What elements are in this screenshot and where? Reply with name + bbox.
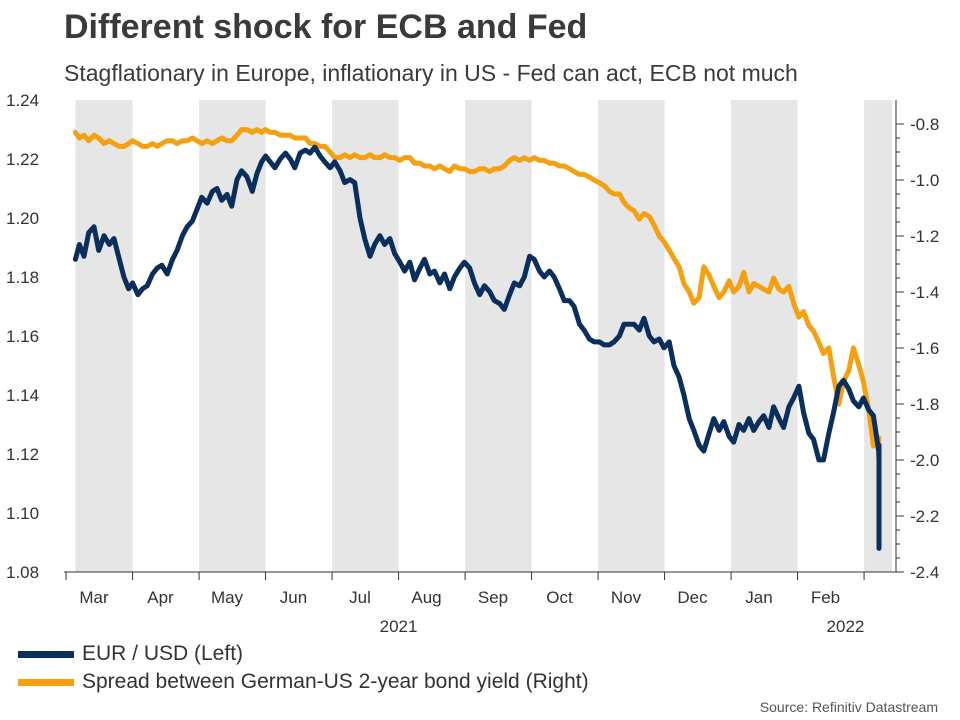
x-tick-label-dec: Dec bbox=[677, 588, 708, 607]
right-tick-label: -2.2 bbox=[910, 507, 939, 526]
left-tick-label: 1.16 bbox=[6, 327, 39, 346]
x-tick-label-jun: Jun bbox=[280, 588, 307, 607]
right-tick-label: -1.0 bbox=[910, 171, 939, 190]
left-tick-label: 1.20 bbox=[6, 209, 39, 228]
shaded-band-5 bbox=[731, 100, 798, 572]
year-label-2022: 2022 bbox=[827, 617, 865, 636]
eur-usd-line bbox=[72, 144, 882, 551]
shaded-band-0 bbox=[75, 100, 133, 572]
legend-label-spread: Spread between German-US 2-year bond yie… bbox=[82, 670, 589, 693]
year-label-2021: 2021 bbox=[380, 617, 418, 636]
chart-subtitle: Stagflationary in Europe, inflationary i… bbox=[64, 60, 798, 86]
x-axis-ticks: Mar Apr May Jun Jul Aug Sep Oct Nov Dec Jan Feb 2021… bbox=[65, 572, 865, 636]
chart-axes bbox=[64, 100, 897, 573]
right-tick-label: -1.8 bbox=[910, 395, 939, 414]
left-tick-label: 1.08 bbox=[6, 563, 39, 582]
right-tick-label: -1.4 bbox=[910, 283, 939, 302]
right-tick-label: -1.2 bbox=[910, 227, 939, 246]
left-tick-label: 1.10 bbox=[6, 504, 39, 523]
x-tick-label-aug: Aug bbox=[411, 588, 441, 607]
x-tick-label-nov: Nov bbox=[611, 588, 642, 607]
right-tick-label: -2.0 bbox=[910, 451, 939, 470]
source-note: Source: Refinitiv Datastream bbox=[759, 699, 938, 715]
legend: EUR / USD (Left) Spread between German-U… bbox=[18, 640, 589, 696]
left-tick-label: 1.14 bbox=[6, 386, 39, 405]
x-tick-label-oct: Oct bbox=[546, 588, 573, 607]
x-tick-label-may: May bbox=[211, 588, 244, 607]
x-tick-label-feb: Feb bbox=[811, 588, 840, 607]
left-tick-label: 1.22 bbox=[6, 150, 39, 169]
right-tick-label: -2.4 bbox=[910, 563, 939, 582]
right-tick-label: -0.8 bbox=[910, 115, 939, 134]
left-tick-label: 1.12 bbox=[6, 445, 39, 464]
legend-label-eur-usd: EUR / USD (Left) bbox=[82, 642, 244, 665]
shaded-band-4 bbox=[598, 100, 665, 572]
legend-swatch-eur-usd bbox=[18, 650, 74, 658]
shaded-band-3 bbox=[465, 100, 532, 572]
series-lines bbox=[72, 127, 882, 551]
x-tick-label-apr: Apr bbox=[147, 588, 174, 607]
x-tick-label-sep: Sep bbox=[478, 588, 508, 607]
right-tick-label: -1.6 bbox=[910, 339, 939, 358]
x-tick-label-jul: Jul bbox=[349, 588, 371, 607]
chart-title: Different shock for ECB and Fed bbox=[64, 8, 588, 46]
legend-swatch-spread bbox=[18, 678, 74, 686]
left-axis-ticks: 1.08 1.10 1.12 1.14 1.16 1.18 1.20 1.22 1.24 bbox=[6, 91, 39, 582]
x-tick-label-mar: Mar bbox=[79, 588, 109, 607]
right-axis-ticks: -0.8 -1.0 -1.2 -1.4 -1.6 -1.8 -2.0 -2.2 -2.4 bbox=[896, 115, 939, 582]
left-tick-label: 1.24 bbox=[6, 91, 39, 110]
legend-item-eur-usd[interactable]: EUR / USD (Left) bbox=[18, 640, 589, 668]
x-tick-label-jan: Jan bbox=[745, 588, 772, 607]
left-tick-label: 1.18 bbox=[6, 268, 39, 287]
spread-line bbox=[72, 127, 882, 533]
legend-item-spread[interactable]: Spread between German-US 2-year bond yie… bbox=[18, 668, 589, 696]
